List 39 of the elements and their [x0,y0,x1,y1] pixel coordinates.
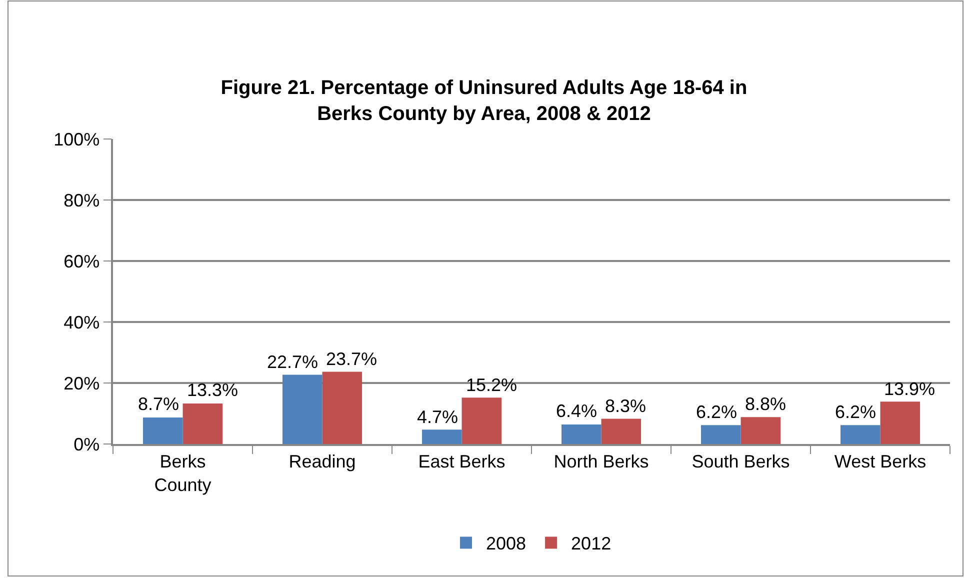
x-tick-label: Reading [288,451,356,472]
data-label: 6.4% [556,401,598,421]
bar [561,424,602,444]
data-label: 8.8% [745,394,786,414]
bar [422,430,462,444]
y-tick-label: 80% [64,190,100,210]
data-label: 4.7% [417,407,458,427]
x-tick-label: Berks County [154,451,212,495]
y-tick-label: 0% [74,434,100,454]
legend-label: 2012 [571,534,612,554]
data-label: 15.2% [466,375,518,395]
legend-label: 2008 [486,534,526,554]
x-tick-label: South Berks [692,451,790,472]
data-label: 6.2% [696,402,738,422]
bar [601,418,642,444]
bar [282,374,322,444]
data-label: 13.3% [187,380,238,400]
data-label: 6.2% [835,402,876,422]
y-tick-label: 100% [54,129,100,150]
data-label: 8.3% [605,396,646,416]
chart-title: Figure 21. Percentage of Uninsured Adults Age 18-64 in Berks County by Area, 2008 & 2012 [220,77,748,125]
bar [142,417,183,444]
bar [182,403,223,444]
data-label: 13.9% [884,379,936,399]
y-tick-label: 60% [64,251,100,272]
bar [740,417,781,444]
x-tick-label: West Berks [834,451,926,472]
bar [462,398,502,444]
bar [840,425,880,444]
y-tick-label: 20% [64,373,100,394]
bar [322,372,362,444]
bar [700,425,741,444]
data-label: 22.7% [267,352,318,372]
bar [880,402,920,444]
x-tick-label: North Berks [554,451,649,472]
y-tick-label: 40% [64,312,100,332]
data-label: 8.7% [138,394,180,414]
x-tick-label: East Berks [418,451,506,472]
data-label: 23.7% [326,349,378,369]
